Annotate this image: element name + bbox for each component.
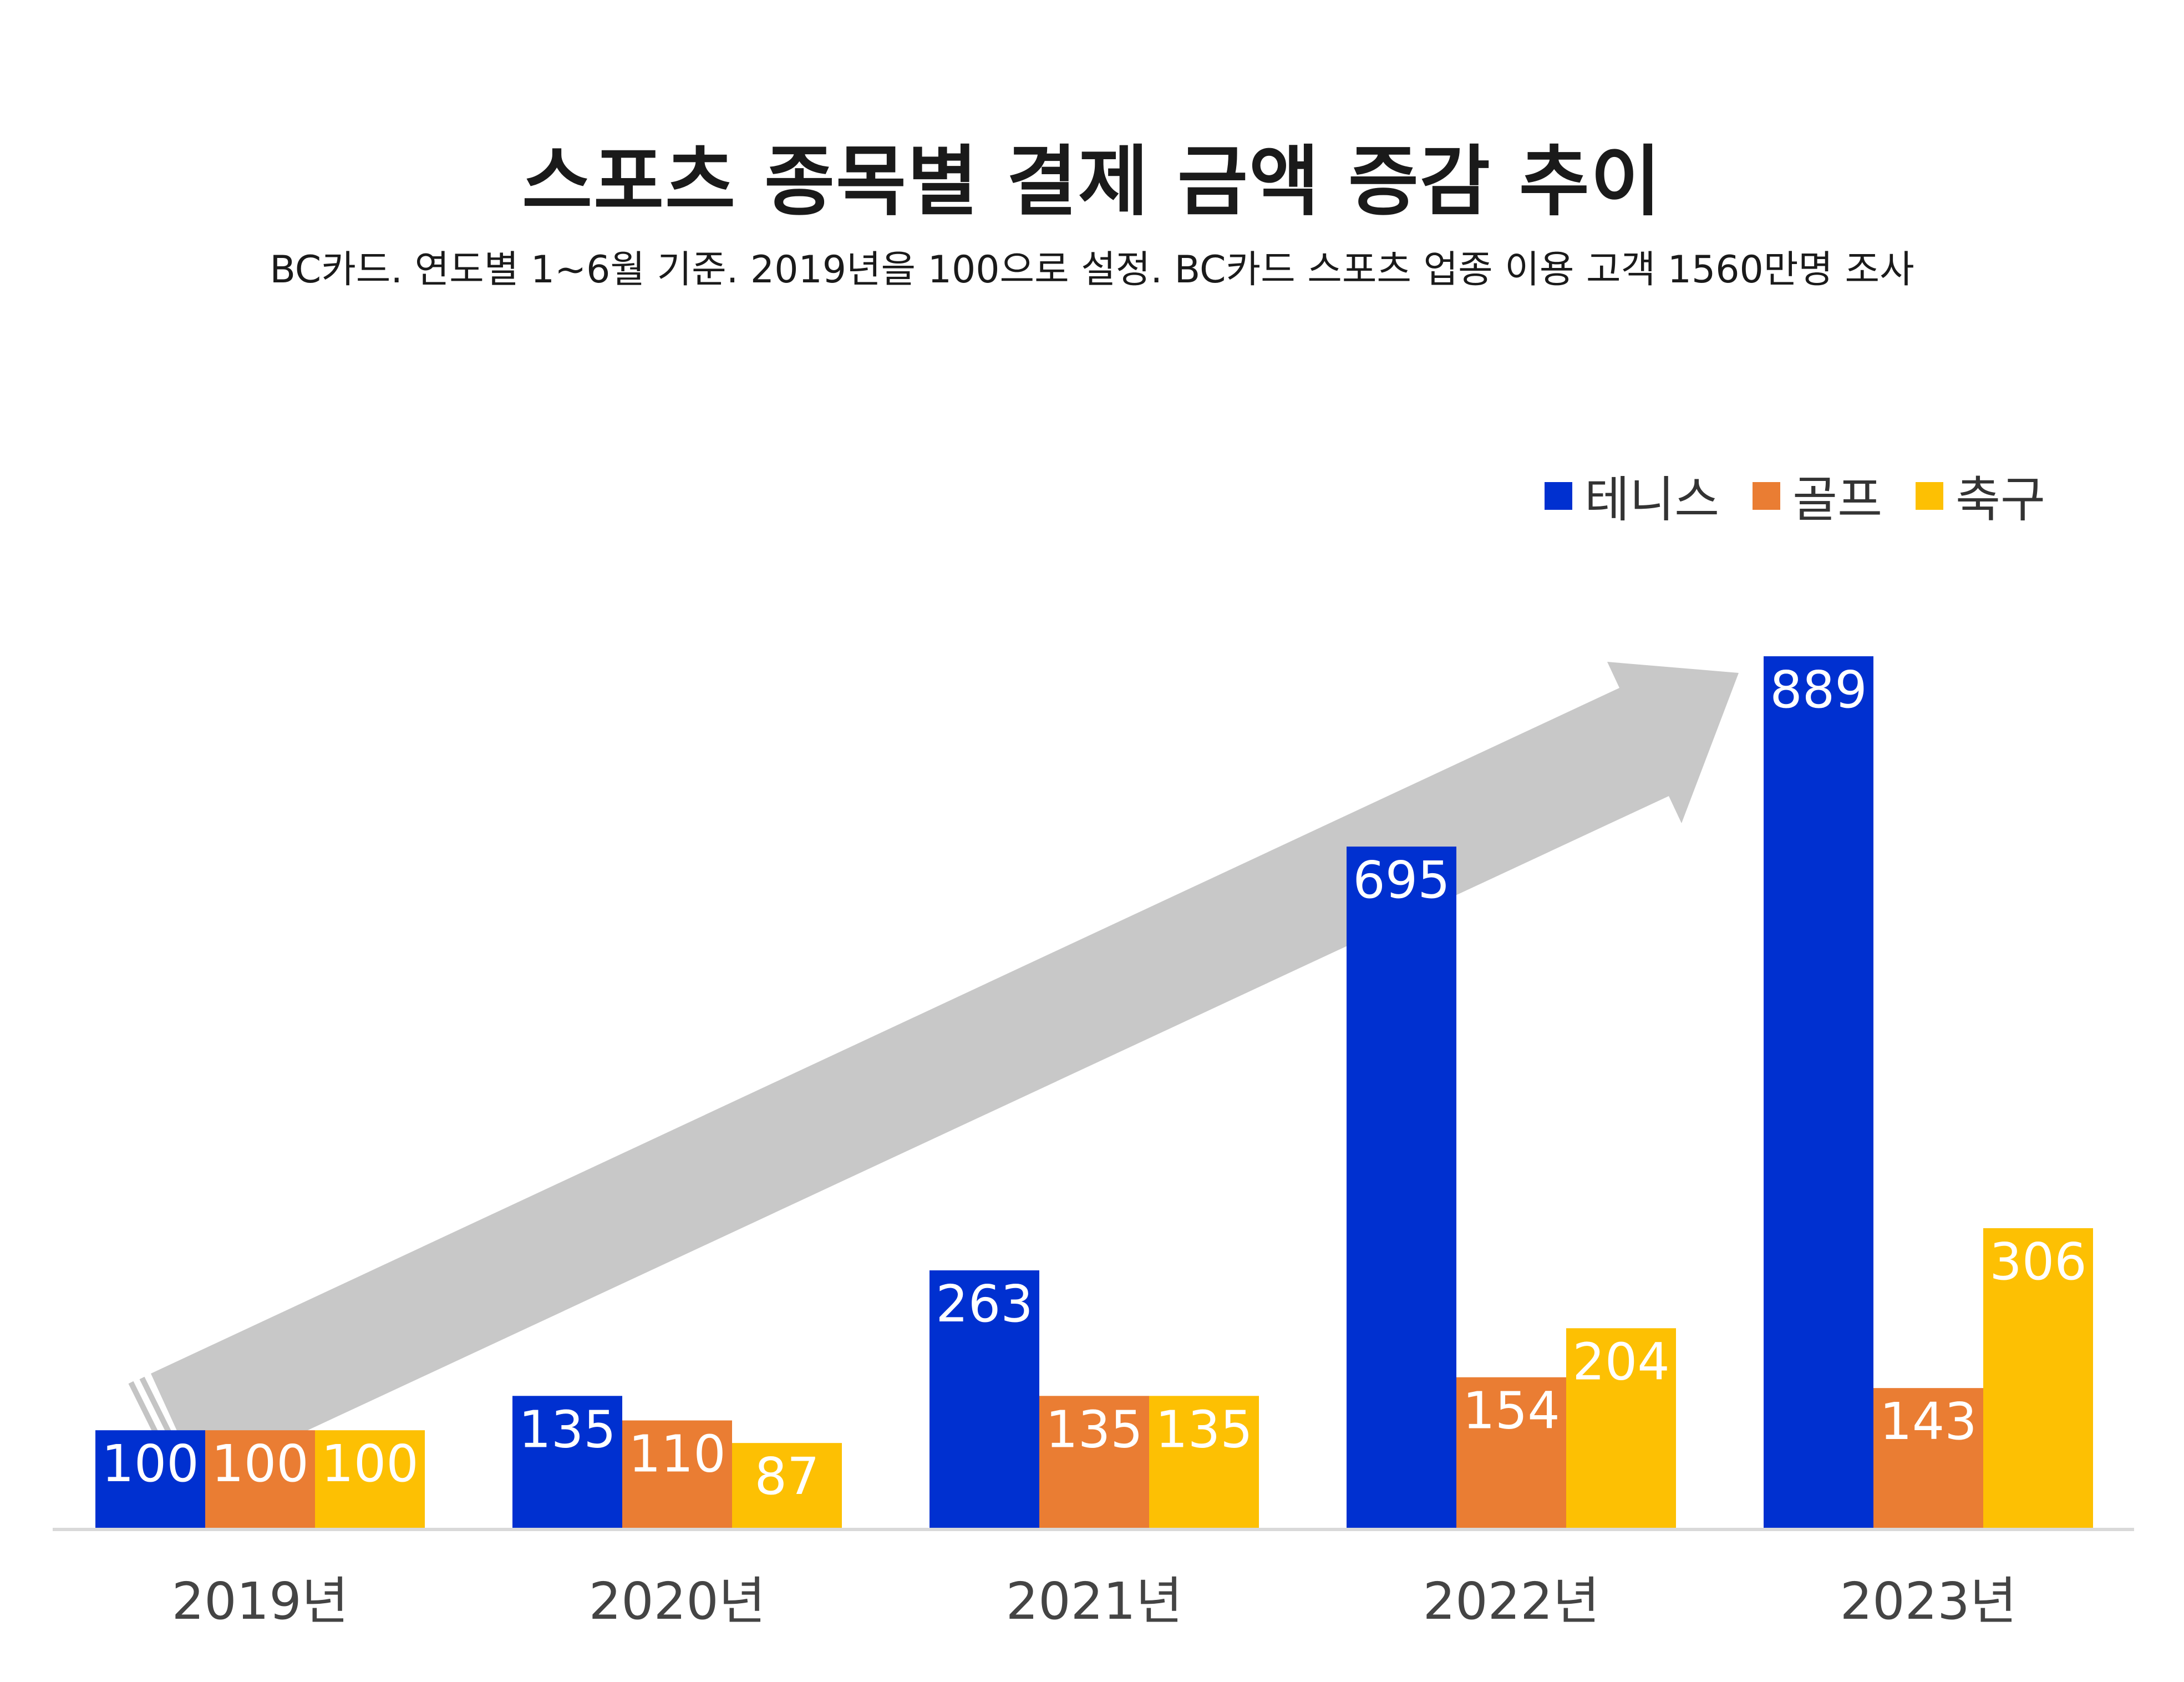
data-label: 204	[1572, 1332, 1670, 1391]
data-label: 135	[519, 1400, 616, 1459]
legend-item-golf: 골프	[1753, 460, 1882, 531]
data-label: 135	[1045, 1400, 1143, 1459]
data-label: 143	[1880, 1392, 1977, 1451]
data-label: 135	[1155, 1400, 1253, 1459]
x-tick-label: 2023년	[1840, 1572, 2017, 1631]
bar	[1983, 1228, 2093, 1528]
bar	[1149, 1396, 1259, 1528]
bar	[1764, 656, 1873, 1528]
bar	[1347, 847, 1456, 1528]
data-label: 100	[321, 1434, 419, 1493]
legend-swatch-soccer	[1916, 482, 1944, 510]
data-label: 695	[1353, 850, 1450, 910]
x-tick-label: 2022년	[1423, 1572, 1600, 1631]
legend: 테니스 골프 축구	[1511, 460, 2045, 531]
legend-label-soccer: 축구	[1956, 471, 2045, 528]
data-label: 263	[936, 1274, 1033, 1334]
x-tick-label: 2020년	[589, 1572, 766, 1631]
trend-arrow	[151, 662, 1739, 1481]
legend-item-tennis: 테니스	[1545, 460, 1719, 531]
bar	[1039, 1396, 1149, 1528]
data-label: 87	[754, 1447, 819, 1506]
data-label: 154	[1462, 1381, 1560, 1441]
legend-label-golf: 골프	[1792, 471, 1883, 528]
bar	[1873, 1388, 1983, 1528]
data-label: 306	[1989, 1232, 2087, 1291]
data-label: 889	[1770, 660, 1867, 720]
legend-item-soccer: 축구	[1916, 460, 2045, 531]
bar	[732, 1443, 842, 1528]
bar	[930, 1270, 1039, 1528]
data-label: 100	[211, 1434, 309, 1493]
bar	[205, 1430, 315, 1528]
bar	[1456, 1377, 1566, 1528]
legend-swatch-golf	[1753, 482, 1781, 510]
x-tick-label: 2019년	[172, 1572, 349, 1631]
chart-subtitle: BC카드. 연도별 1~6월 기준. 2019년을 100으로 설정. BC카드…	[270, 248, 1914, 292]
bar	[315, 1430, 425, 1528]
bar	[1566, 1328, 1676, 1528]
legend-label-tennis: 테니스	[1584, 471, 1720, 528]
bar	[512, 1396, 622, 1528]
data-label: 110	[628, 1424, 726, 1483]
legend-swatch-tennis	[1545, 482, 1573, 510]
data-label: 100	[101, 1434, 199, 1493]
bar	[622, 1420, 732, 1528]
x-tick-label: 2021년	[1006, 1572, 1183, 1631]
chart-title: 스포츠 종목별 결제 금액 증감 추이	[522, 137, 1662, 226]
bar	[95, 1430, 205, 1528]
